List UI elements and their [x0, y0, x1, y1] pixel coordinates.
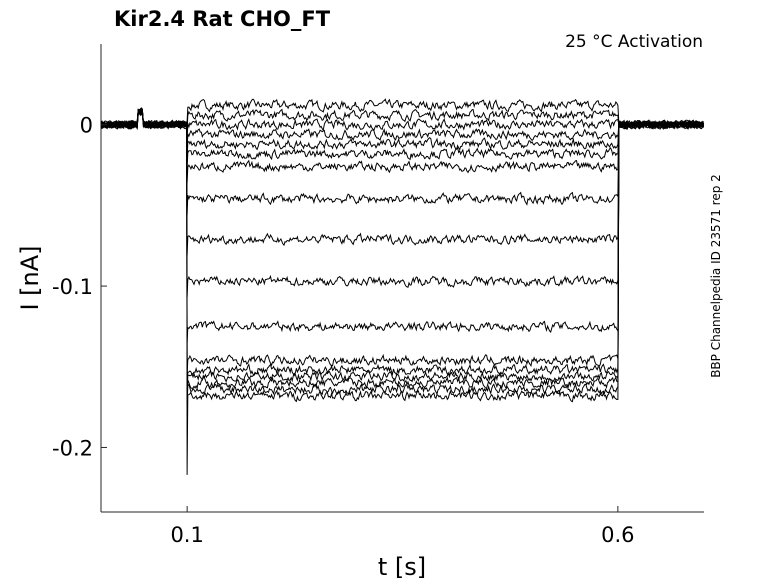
condition-annotation: 25 °C Activation	[565, 32, 703, 52]
source-id-label: BBP Channelpedia ID 23571 rep 2	[709, 174, 723, 378]
x-axis-label: t [s]	[378, 553, 426, 581]
sweep-trace	[100, 108, 705, 393]
sweep-trace	[100, 109, 705, 141]
current-traces	[100, 98, 705, 475]
sweep-trace	[100, 98, 705, 130]
sweep-trace	[100, 112, 705, 256]
y-tick-label: 0	[80, 114, 93, 138]
sweep-trace	[100, 107, 704, 216]
sweep-trace	[100, 109, 704, 387]
x-tick-label: 0.6	[601, 523, 634, 547]
sweep-trace	[100, 109, 704, 343]
chart-title: Kir2.4 Rat CHO_FT	[114, 7, 331, 31]
y-tick-label: -0.2	[52, 436, 93, 460]
axis-ticks: 0.1 0.6 0 -0.1 -0.2	[52, 114, 635, 547]
sweep-trace	[101, 108, 705, 475]
y-tick-label: -0.1	[52, 275, 93, 299]
sweep-trace	[100, 109, 705, 170]
sweep-trace	[100, 107, 704, 377]
sweep-trace	[100, 108, 704, 298]
sweep-trace	[100, 108, 704, 183]
sweep-trace	[100, 110, 705, 161]
sweep-trace	[100, 110, 705, 151]
y-axis-label: I [nA]	[16, 245, 44, 310]
sweep-trace	[100, 108, 704, 132]
sweep-trace	[100, 108, 704, 400]
x-tick-label: 0.1	[170, 523, 203, 547]
